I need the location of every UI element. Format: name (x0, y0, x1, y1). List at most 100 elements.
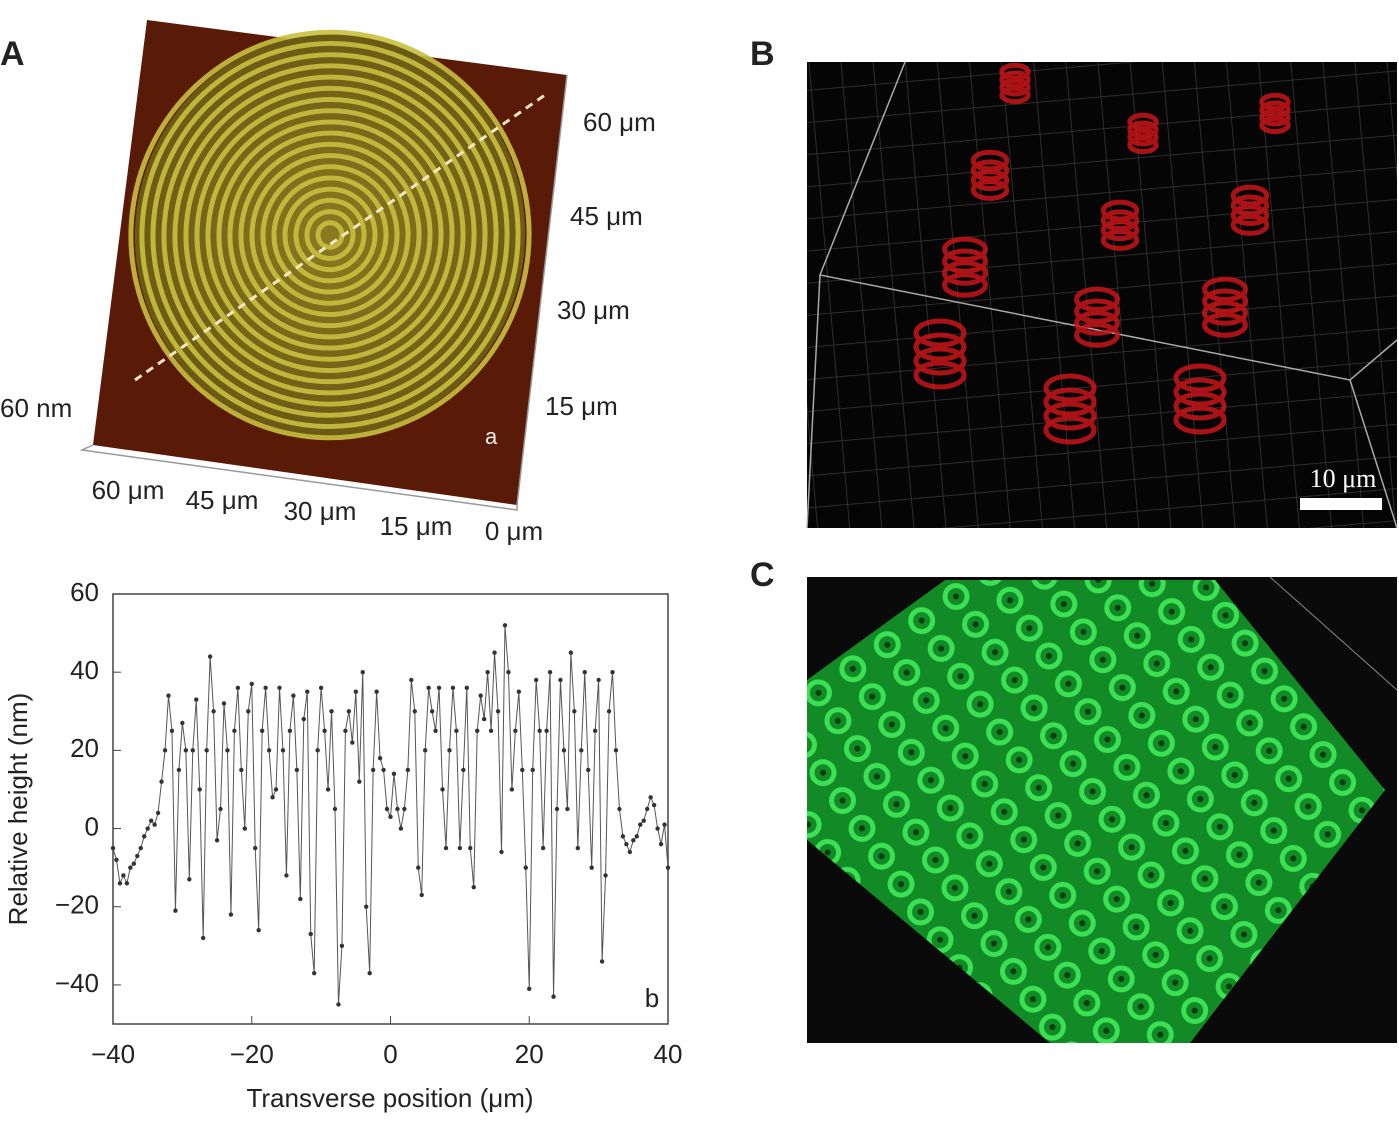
ring (260, 164, 400, 306)
ring (194, 97, 466, 373)
point (665, 865, 671, 870)
coil (1074, 298, 1120, 324)
point (492, 650, 497, 655)
point (655, 826, 660, 831)
point (391, 771, 397, 777)
point (273, 787, 279, 792)
afm-y-label: 60 μm (583, 107, 656, 137)
point (620, 834, 626, 839)
point (447, 748, 452, 753)
point (450, 685, 456, 691)
coil (999, 62, 1031, 82)
point (457, 845, 463, 851)
point (579, 748, 584, 753)
panel-label: C (750, 556, 775, 594)
ring (183, 85, 477, 385)
afm-y-label: 45 μm (570, 201, 643, 231)
point (190, 748, 195, 753)
point (454, 728, 459, 734)
point (259, 728, 265, 734)
y-axis-label: Relative height (nm) (3, 693, 33, 926)
point (301, 716, 306, 722)
coil (970, 169, 1010, 192)
ring (293, 197, 367, 273)
coil (1100, 219, 1140, 242)
coil (970, 179, 1010, 201)
point (381, 767, 386, 773)
point (464, 685, 470, 691)
point (561, 748, 567, 753)
point (468, 845, 473, 851)
point (440, 787, 445, 792)
ring (216, 119, 444, 351)
point (284, 873, 289, 878)
ring (282, 186, 378, 284)
point (138, 845, 143, 851)
point (336, 1002, 341, 1007)
ring (139, 41, 521, 429)
point (589, 865, 594, 870)
point (166, 693, 171, 698)
point (142, 834, 147, 839)
point (159, 779, 164, 784)
point (221, 701, 227, 706)
afm-y-label: 15 μm (545, 391, 618, 421)
point (298, 896, 303, 902)
point (332, 806, 338, 812)
point (225, 748, 230, 753)
coil (1173, 405, 1227, 435)
point (169, 728, 175, 734)
point (183, 748, 189, 753)
point (568, 650, 574, 655)
ring (238, 141, 422, 329)
point (402, 806, 407, 812)
point (114, 857, 119, 863)
point (211, 709, 216, 714)
scale-bar-label: 10 μm (1310, 464, 1377, 493)
x-tick-label: 20 (515, 1039, 544, 1069)
ring (249, 153, 411, 317)
coil (1202, 300, 1248, 326)
point (540, 845, 546, 851)
coil (1259, 92, 1291, 112)
coil (942, 272, 988, 298)
coil (1173, 377, 1227, 407)
point (242, 826, 248, 831)
point (586, 767, 591, 773)
afm-z-label: 60 nm (0, 393, 72, 423)
y-tick-label: 0 (85, 811, 99, 841)
coil (1230, 204, 1270, 227)
point (634, 834, 639, 839)
point (374, 689, 379, 694)
point (124, 881, 130, 886)
point (197, 787, 202, 792)
point (481, 716, 487, 722)
point (207, 654, 213, 659)
point (461, 767, 466, 773)
point (533, 677, 539, 683)
afm-y-label: 30 μm (557, 295, 630, 325)
point (128, 865, 133, 870)
point (471, 884, 476, 890)
point (547, 669, 553, 675)
point (523, 865, 528, 870)
ring (172, 74, 488, 396)
point (315, 748, 320, 753)
point (544, 728, 549, 734)
point (187, 877, 192, 882)
point (266, 748, 272, 753)
point (135, 853, 140, 859)
point (520, 767, 525, 773)
point (239, 767, 244, 773)
point (367, 970, 372, 976)
point (516, 689, 522, 694)
point (308, 931, 313, 937)
point (443, 845, 449, 851)
coil (1100, 209, 1140, 232)
point (253, 845, 258, 851)
point (218, 806, 223, 812)
point (485, 669, 490, 675)
point (651, 802, 657, 808)
point (291, 693, 296, 698)
